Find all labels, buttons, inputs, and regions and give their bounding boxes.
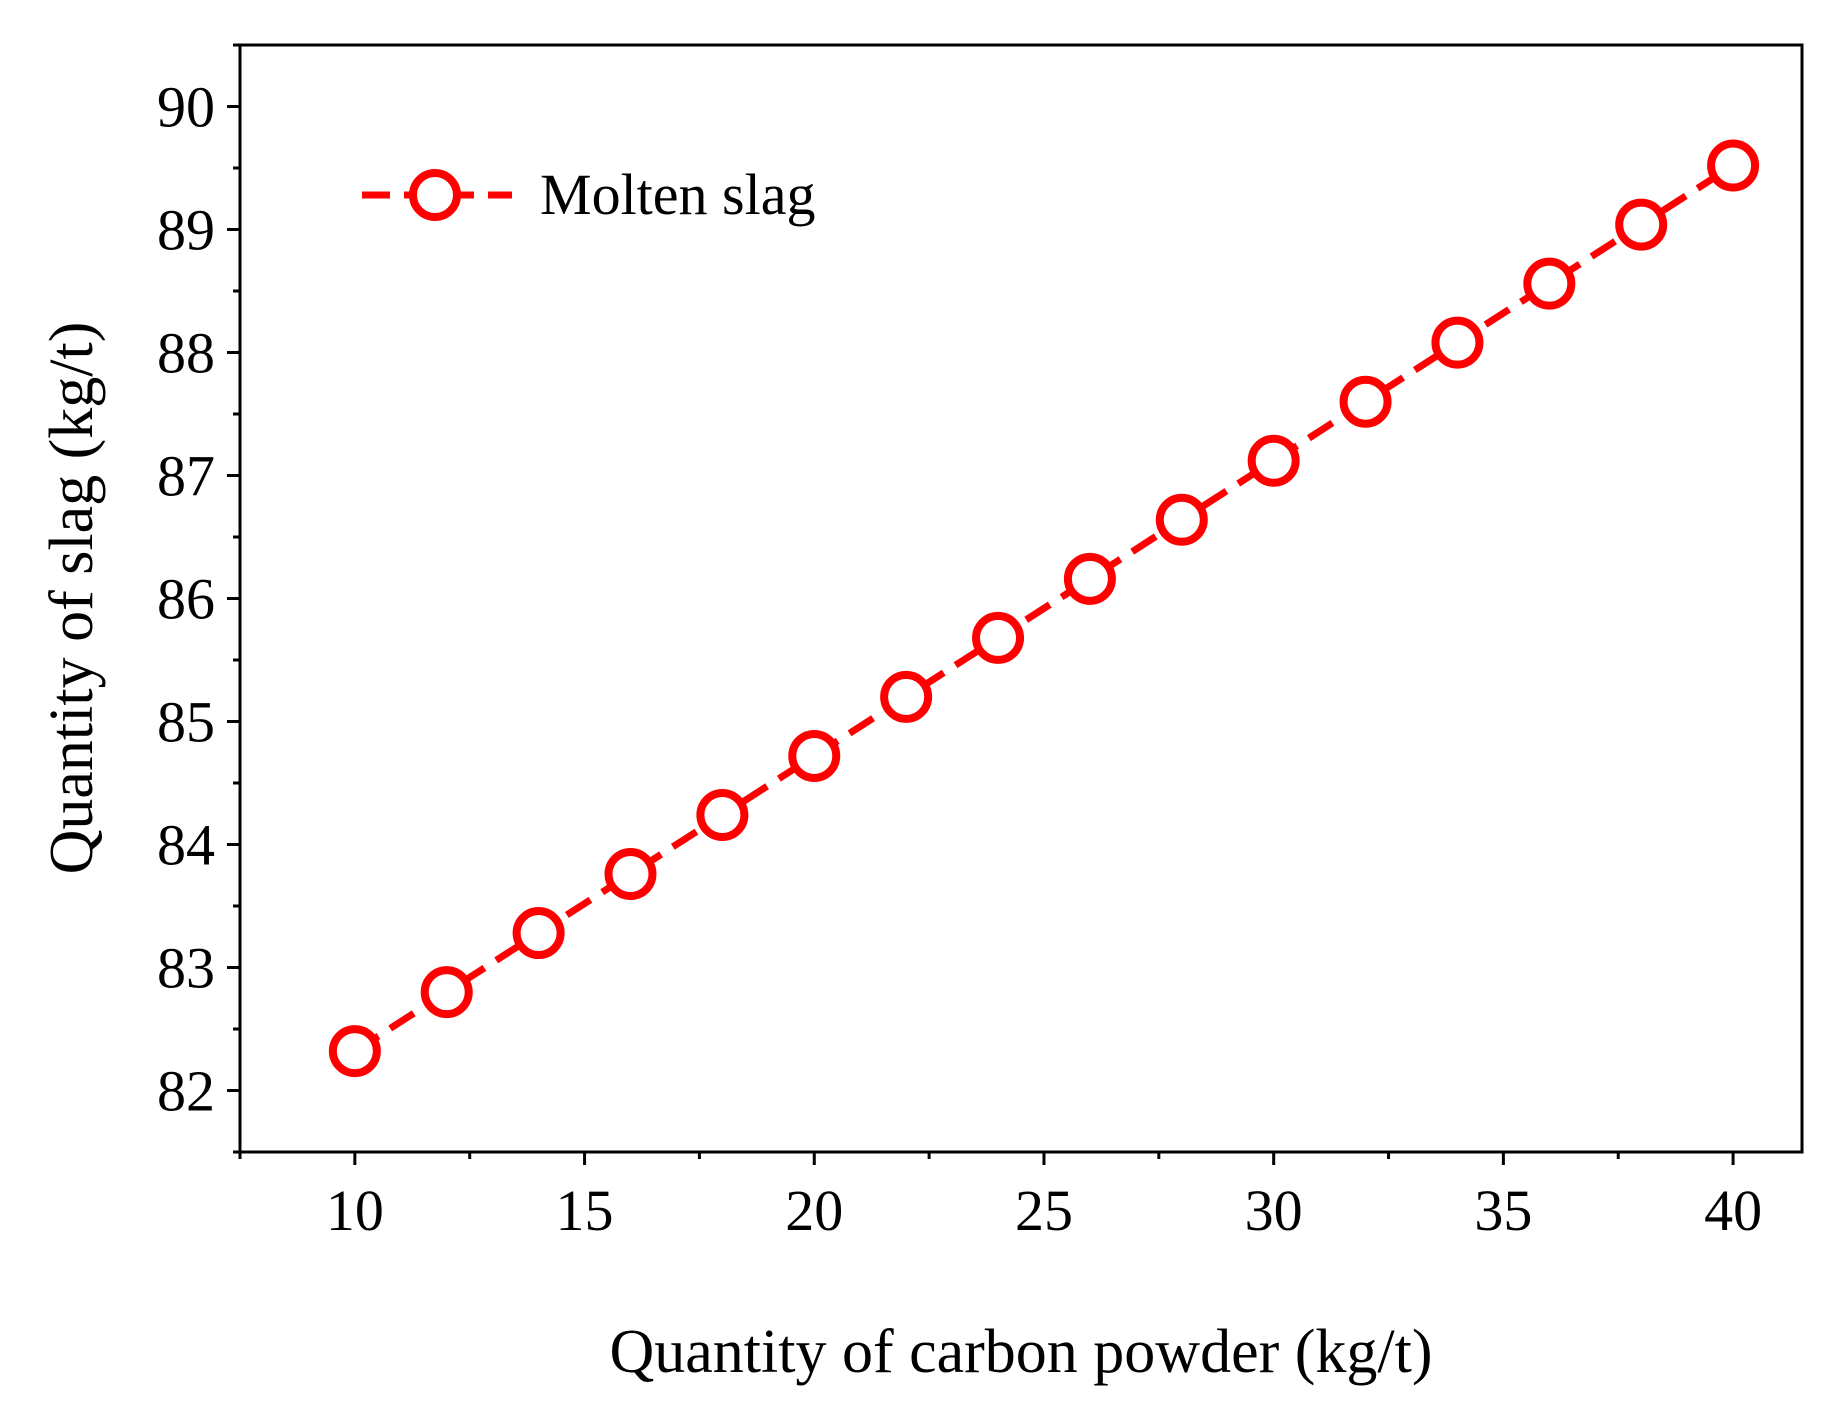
y-tick-label: 86 (157, 567, 215, 632)
x-tick-label: 25 (1015, 1178, 1073, 1243)
x-tick-label: 15 (556, 1178, 614, 1243)
y-tick-label: 89 (157, 198, 215, 263)
x-tick-label: 40 (1704, 1178, 1762, 1243)
data-point (1523, 257, 1576, 310)
data-point (1431, 316, 1484, 369)
data-point (512, 907, 565, 960)
legend: Molten slag (362, 162, 815, 227)
data-point (972, 611, 1025, 664)
y-tick-label: 90 (157, 75, 215, 140)
x-tick-label: 20 (785, 1178, 843, 1243)
series-line (352, 162, 1735, 1055)
y-tick-label: 85 (157, 690, 215, 755)
legend-label: Molten slag (540, 162, 815, 227)
x-tick-label: 35 (1474, 1178, 1532, 1243)
x-axis-ticks: 10 15 20 25 30 35 40 (238, 1152, 1762, 1243)
legend-marker (409, 169, 461, 221)
data-point (1339, 375, 1392, 428)
y-tick-label: 88 (157, 321, 215, 386)
data-point (788, 729, 841, 782)
data-point (1063, 552, 1116, 605)
data-point (604, 848, 657, 901)
y-tick-label: 82 (157, 1059, 215, 1124)
data-point (1247, 434, 1300, 487)
data-point (1155, 493, 1208, 546)
plot-frame (238, 43, 1804, 1154)
y-axis-ticks: 82 83 84 85 86 87 88 89 90 (157, 43, 240, 1154)
data-point (880, 670, 933, 723)
data-point (696, 788, 749, 841)
data-point (1615, 198, 1668, 251)
x-axis-title: Quantity of carbon powder (kg/t) (610, 1318, 1433, 1386)
x-tick-label: 10 (326, 1178, 384, 1243)
series-layer (328, 139, 1760, 1078)
data-point (420, 966, 473, 1019)
x-tick-label: 30 (1245, 1178, 1303, 1243)
y-tick-label: 87 (157, 444, 215, 509)
data-point (1707, 139, 1760, 192)
y-axis-title: Quantity of slag (kg/t) (38, 322, 106, 875)
data-point (328, 1025, 381, 1078)
y-tick-label: 83 (157, 936, 215, 1001)
y-tick-label: 84 (157, 813, 215, 878)
